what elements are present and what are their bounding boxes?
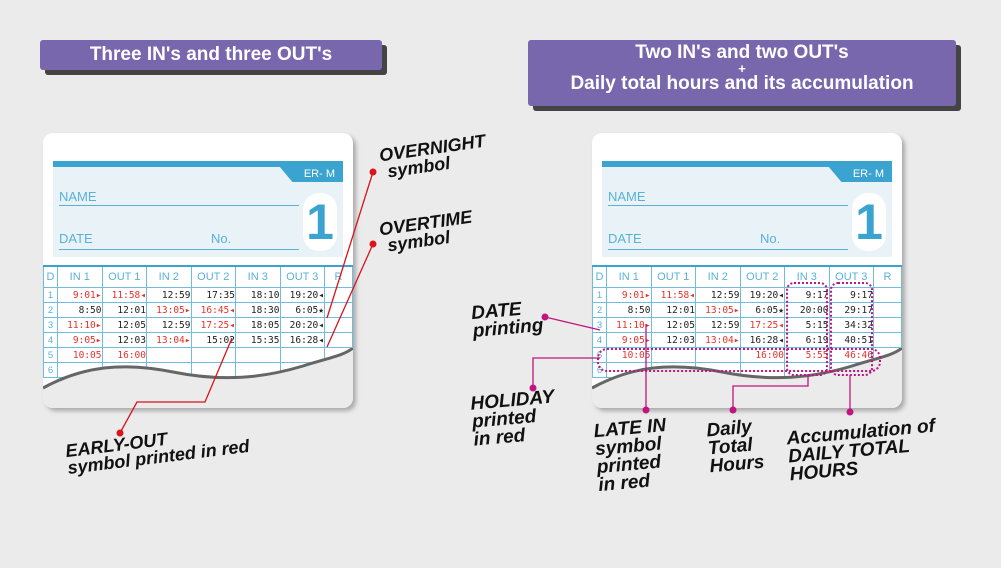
table-row: 4 9:05▸ 12:03 13:04▸ 15:02 15:35 16:28◂ [43, 332, 353, 348]
day-number: 6 [43, 362, 58, 378]
day-number: 3 [43, 317, 58, 333]
day-number: 6 [592, 362, 607, 378]
right-title: Two IN's and two OUT's + Daily total hou… [528, 40, 956, 106]
time-cell: 12:03 [650, 332, 696, 348]
time-card-right: ER- M NAME DATE No. 1 D IN 1 OUT 1 IN 2 OUT 2 IN 3… [592, 133, 902, 408]
table-row: 4 9:05▸ 12:03 13:04▸ 16:28◂ 6:19 40:51 [592, 332, 902, 348]
date-label: DATE [59, 231, 93, 246]
table-row: 1 9:01▸ 11:58◂ 12:59 17:35 18:10 19:20◂ [43, 287, 353, 303]
right-title-line2: Daily total hours and its accumulation [570, 73, 914, 94]
column-header: IN 2 [695, 265, 741, 288]
in3-highlight [786, 282, 828, 376]
holiday-pointer [532, 357, 600, 388]
holiday-label: HOLIDAY printed in red [469, 386, 556, 451]
card-number: 1 [852, 193, 886, 251]
right-title-plus: + [738, 61, 746, 76]
daily-total-pointer [732, 375, 809, 410]
column-header: OUT 2 [739, 265, 785, 288]
daily-total-label: Daily Total Hours [705, 416, 766, 478]
date-pointer [544, 316, 601, 331]
card-header: ER- M NAME DATE No. 1 [53, 161, 343, 257]
left-title: Three IN's and three OUT's [40, 40, 382, 70]
name-label: NAME [608, 189, 646, 204]
column-header: OUT 1 [650, 265, 696, 288]
card-header: ER- M NAME DATE No. 1 [602, 161, 892, 257]
no-label: No. [760, 231, 781, 246]
torn-edge [43, 348, 353, 408]
late-in-label: LATE IN symbol printed in red [592, 414, 667, 497]
name-label: NAME [59, 189, 97, 204]
early-out-pointer [119, 337, 233, 434]
no-label: No. [211, 231, 232, 246]
date-printing-label: DATE printing [470, 298, 545, 343]
overnight-pointer [326, 171, 374, 319]
right-title-line1: Two IN's and two OUT's [635, 42, 849, 63]
row5-highlight [597, 348, 881, 372]
time-card-left: ER- M NAME DATE No. 1 D IN 1 OUT 1 IN 2 OUT 2 IN 3… [43, 133, 353, 408]
table-row: 3 11:10▸ 12:05 12:59 17:25◂ 5:15 34:32 [592, 317, 902, 333]
date-label: DATE [608, 231, 642, 246]
overtime-pointer [326, 243, 374, 348]
card-number: 1 [303, 193, 337, 251]
time-table: D IN 1 OUT 1 IN 2 OUT 2 IN 3 OUT 3 R 1 9:01▸ 11:58… [592, 265, 902, 378]
model-label: ER- M [279, 167, 343, 182]
model-label: ER- M [828, 167, 892, 182]
column-header: IN 1 [606, 265, 652, 288]
out3-highlight [830, 282, 873, 376]
